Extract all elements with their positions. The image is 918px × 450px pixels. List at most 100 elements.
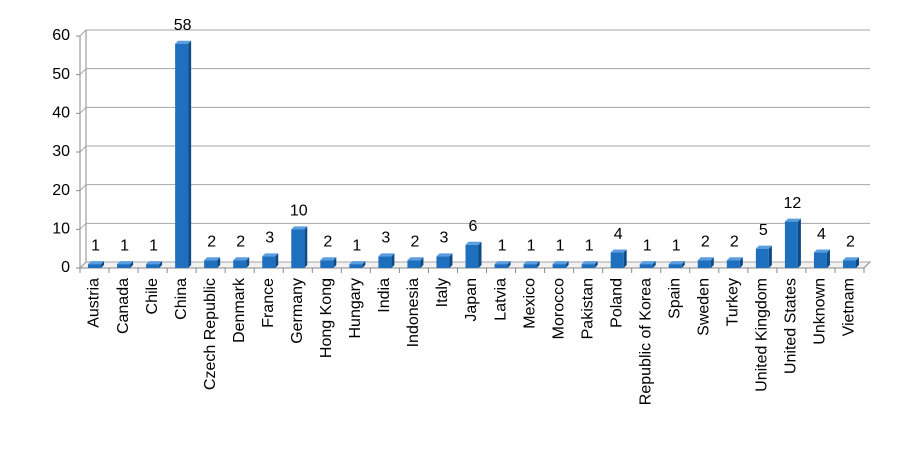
bar-side: [391, 253, 395, 268]
bar-top: [117, 261, 134, 265]
data-label: 2: [730, 233, 739, 250]
bar-side: [275, 253, 279, 268]
bar-side: [652, 261, 656, 268]
y-tick-label: 50: [52, 66, 70, 83]
x-tick-label: United States: [783, 278, 800, 374]
bar-side: [304, 226, 308, 268]
data-label: 1: [672, 237, 681, 254]
bar: [407, 260, 421, 268]
bar-top: [581, 261, 598, 265]
bar-top: [697, 257, 714, 261]
x-tick-label: Mexico: [521, 278, 538, 329]
x-tick-label: Japan: [463, 278, 480, 322]
x-tick-label: Chile: [144, 278, 161, 315]
grid-line: [79, 68, 870, 76]
bar-top: [610, 249, 627, 253]
y-tick-label: 30: [52, 143, 70, 160]
x-tick-label: Pakistan: [579, 278, 596, 339]
bar-top: [146, 261, 163, 265]
bar-top: [407, 257, 424, 261]
data-label: 5: [759, 222, 768, 239]
bar-top: [552, 261, 569, 265]
data-label: 1: [149, 237, 158, 254]
bar: [233, 260, 247, 268]
bar-top: [378, 253, 395, 257]
bar-side: [362, 261, 366, 268]
bar-side: [681, 261, 685, 268]
data-label: 2: [207, 233, 216, 250]
bar: [465, 244, 479, 268]
bar: [175, 43, 189, 268]
data-label: 3: [265, 230, 274, 247]
bar-side: [217, 257, 221, 268]
data-label: 1: [352, 237, 361, 254]
x-tick-label: Unknown: [812, 278, 829, 345]
bar-side: [826, 249, 830, 268]
grid-line: [79, 222, 870, 230]
bar-side: [855, 257, 859, 268]
x-tick-label: Republic of Korea: [637, 278, 654, 405]
bar-side: [623, 249, 627, 268]
bar: [291, 229, 305, 268]
bar-side: [159, 261, 163, 268]
bar: [494, 264, 508, 268]
bar-top: [88, 261, 105, 265]
bar: [523, 264, 537, 268]
data-label: 2: [701, 233, 710, 250]
bar-side: [710, 257, 714, 268]
x-tick-label: Austria: [86, 278, 103, 328]
data-label: 12: [784, 195, 802, 212]
bar: [755, 248, 769, 268]
data-label: 3: [381, 230, 390, 247]
x-tick-label: France: [260, 278, 277, 328]
data-label: 1: [91, 237, 100, 254]
y-tick-label: 10: [52, 221, 70, 238]
bar-side: [536, 261, 540, 268]
data-label: 58: [174, 17, 192, 34]
x-tick-label: Sweden: [696, 278, 713, 336]
bar-side: [333, 257, 337, 268]
x-tick-label: Germany: [289, 278, 306, 344]
bar: [146, 264, 160, 268]
bar-top: [639, 261, 656, 265]
grid-line: [79, 184, 870, 192]
data-label: 6: [469, 218, 478, 235]
bar-top: [755, 245, 772, 249]
bar-top: [494, 261, 511, 265]
bar: [639, 264, 653, 268]
bar-top: [523, 261, 540, 265]
bar-top: [175, 40, 192, 44]
y-tick-label: 0: [61, 259, 70, 276]
x-tick-label: Morocco: [550, 278, 567, 339]
bar-side: [420, 257, 424, 268]
data-label: 4: [614, 226, 623, 243]
data-label: 1: [120, 237, 129, 254]
bar-top: [842, 257, 859, 261]
x-tick-label: Turkey: [725, 278, 742, 326]
data-label: 1: [585, 237, 594, 254]
bar-side: [565, 261, 569, 268]
bar-top: [436, 253, 453, 257]
bar-top: [320, 257, 337, 261]
x-tick-label: Latvia: [492, 278, 509, 321]
bar-side: [739, 257, 743, 268]
data-label: 2: [323, 233, 332, 250]
bar-side: [768, 245, 772, 268]
bar-side: [449, 253, 453, 268]
x-tick-label: Hong Kong: [318, 278, 335, 358]
bar-top: [291, 226, 308, 230]
x-tick-label: India: [376, 278, 393, 313]
bar: [88, 264, 102, 268]
bar: [552, 264, 566, 268]
grid-line: [79, 106, 870, 114]
bar: [349, 264, 363, 268]
bar: [117, 264, 131, 268]
bar-top: [784, 218, 801, 222]
x-tick-label: Italy: [434, 278, 451, 307]
bar-top: [204, 257, 221, 261]
bar-top: [233, 257, 250, 261]
bar-side: [246, 257, 250, 268]
bar-top: [668, 261, 685, 265]
data-label: 2: [410, 233, 419, 250]
